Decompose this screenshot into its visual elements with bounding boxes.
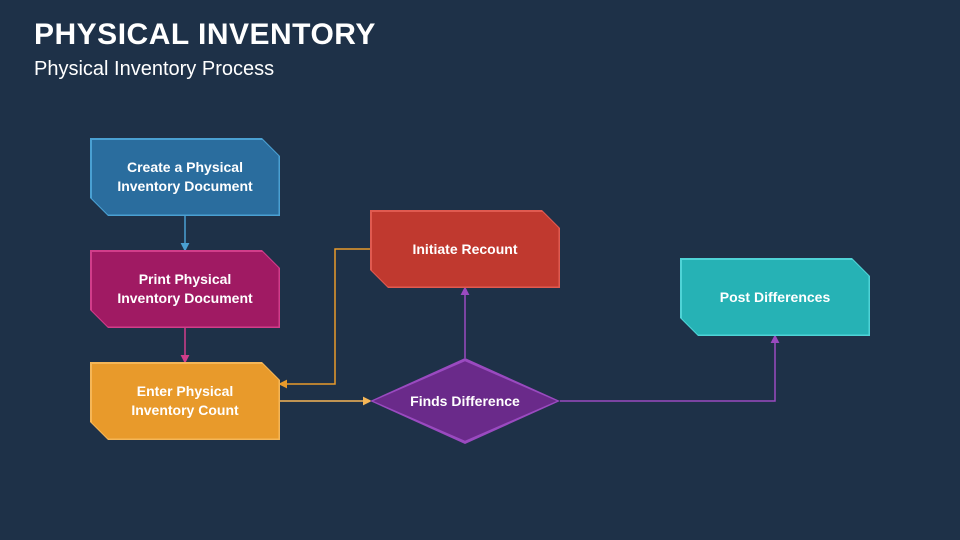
flowchart-node-post: Post Differences: [680, 258, 870, 336]
flowchart-node-label: Post Differences: [682, 260, 869, 335]
flowchart-node-label: Enter Physical Inventory Count: [92, 364, 279, 439]
flowchart-node-enter: Enter Physical Inventory Count: [90, 362, 280, 440]
flowchart-edge: [280, 249, 370, 384]
flowchart-node-label: Create a Physical Inventory Document: [92, 140, 279, 215]
flowchart-canvas: Create a Physical Inventory Document Prin…: [0, 0, 960, 540]
flowchart-node-label: Initiate Recount: [372, 212, 559, 287]
flowchart-node-label: Print Physical Inventory Document: [92, 252, 279, 327]
flowchart-node-print: Print Physical Inventory Document: [90, 250, 280, 328]
flowchart-node-label: Finds Difference: [410, 393, 520, 409]
flowchart-node-create: Create a Physical Inventory Document: [90, 138, 280, 216]
flowchart-node-recount: Initiate Recount: [370, 210, 560, 288]
flowchart-edge: [560, 336, 775, 401]
flowchart-node-decision: Finds Difference: [370, 358, 560, 444]
